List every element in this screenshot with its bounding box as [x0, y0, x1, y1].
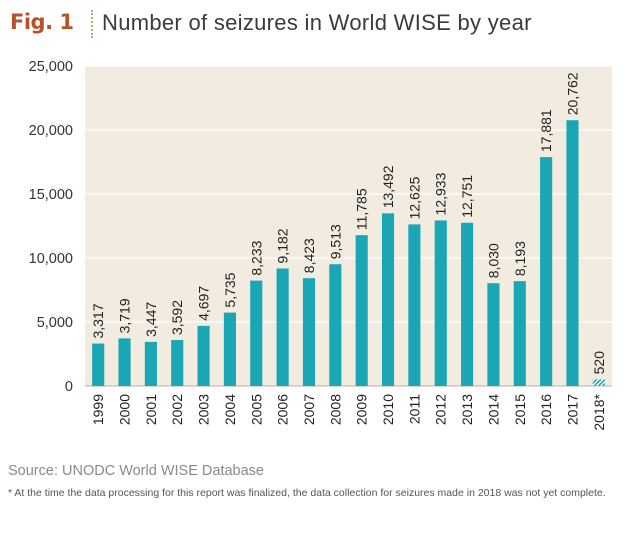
data-label: 12,625 — [406, 176, 422, 219]
y-tick-label: 15,000 — [29, 187, 73, 203]
x-tick-label: 1999 — [90, 394, 106, 425]
bar-2001 — [144, 341, 157, 386]
x-tick-label: 2008 — [327, 394, 343, 425]
data-label: 9,513 — [327, 224, 343, 259]
y-tick-label: 5,000 — [37, 315, 73, 331]
x-tick-label: 2012 — [433, 394, 449, 425]
figure-header: Fig. 1 Number of seizures in World WISE … — [10, 4, 630, 44]
y-tick-label: 10,000 — [29, 251, 73, 267]
x-tick-label: 2002 — [169, 394, 185, 425]
data-label: 9,182 — [275, 228, 291, 263]
y-tick-label: 25,000 — [29, 59, 73, 75]
data-label: 13,492 — [380, 165, 396, 208]
bar-2005 — [250, 280, 263, 386]
x-tick-label: 2003 — [196, 394, 212, 425]
bar-2017 — [566, 120, 579, 386]
x-tick-label: 2009 — [354, 394, 370, 425]
data-label: 11,785 — [354, 188, 370, 230]
data-label: 12,933 — [433, 172, 449, 215]
bar-2012 — [434, 220, 447, 386]
bar-2007 — [302, 278, 316, 386]
bar-2004 — [223, 312, 236, 386]
data-label: 3,317 — [90, 303, 106, 338]
chart-area: 0 5,000 10,000 15,000 20,000 25,000 3,317 1999 3… — [0, 50, 640, 460]
x-tick-label: 2000 — [117, 394, 133, 425]
y-tick-label: 0 — [65, 379, 73, 395]
data-label: 3,592 — [169, 300, 185, 335]
x-tick-label: 2014 — [485, 394, 501, 425]
bar-2006 — [276, 268, 289, 386]
data-label: 8,030 — [485, 243, 501, 278]
x-tick-label: 2001 — [143, 394, 159, 425]
data-label: 8,193 — [512, 241, 528, 276]
data-label: 4,697 — [196, 286, 212, 321]
x-tick-label: 2017 — [564, 394, 580, 425]
data-label: 3,447 — [143, 302, 159, 337]
x-tick-label: 2010 — [380, 394, 396, 425]
bar-1999 — [92, 343, 105, 386]
x-tick-label: 2011 — [406, 394, 422, 424]
footnote: * At the time the data processing for th… — [8, 487, 606, 499]
data-label: 3,719 — [117, 298, 133, 333]
data-label: 520 — [591, 351, 607, 375]
header-divider — [91, 10, 93, 38]
figure-label: Fig. 1 — [10, 10, 74, 34]
bar-2002 — [171, 340, 184, 386]
x-tick-label: 2006 — [275, 394, 291, 425]
bar-2011 — [408, 224, 421, 386]
bar-2010 — [381, 213, 395, 386]
x-tick-label: 2016 — [538, 394, 554, 425]
bar-2000 — [118, 338, 131, 386]
data-label: 17,881 — [538, 109, 554, 152]
source-note: Source: UNODC World WISE Database — [8, 463, 264, 479]
data-label: 20,762 — [564, 72, 580, 115]
bar-2018-provisional — [592, 379, 605, 386]
bar-2009 — [355, 235, 368, 386]
chart-title: Number of seizures in World WISE by year — [102, 10, 532, 35]
x-tick-label: 2005 — [248, 394, 264, 425]
x-tick-label: 2004 — [222, 394, 238, 425]
bar-2015 — [513, 281, 526, 386]
bar-2008 — [329, 264, 342, 386]
y-tick-label: 20,000 — [29, 123, 73, 139]
data-label: 8,233 — [248, 240, 264, 275]
x-tick-label: 2015 — [512, 394, 528, 425]
plot-background — [85, 66, 612, 386]
x-tick-label: 2007 — [301, 394, 317, 425]
bar-2016 — [540, 157, 553, 386]
data-label: 5,735 — [222, 272, 238, 307]
bar-chart: 0 5,000 10,000 15,000 20,000 25,000 3,317 1999 3… — [29, 59, 612, 431]
data-label: 8,423 — [301, 238, 317, 273]
bar-2014 — [487, 283, 500, 386]
x-tick-label: 2013 — [459, 394, 475, 425]
bar-2003 — [197, 325, 210, 386]
bar-2013 — [461, 222, 474, 386]
data-label: 12,751 — [459, 175, 475, 218]
x-tick-label: 2018* — [591, 393, 607, 430]
